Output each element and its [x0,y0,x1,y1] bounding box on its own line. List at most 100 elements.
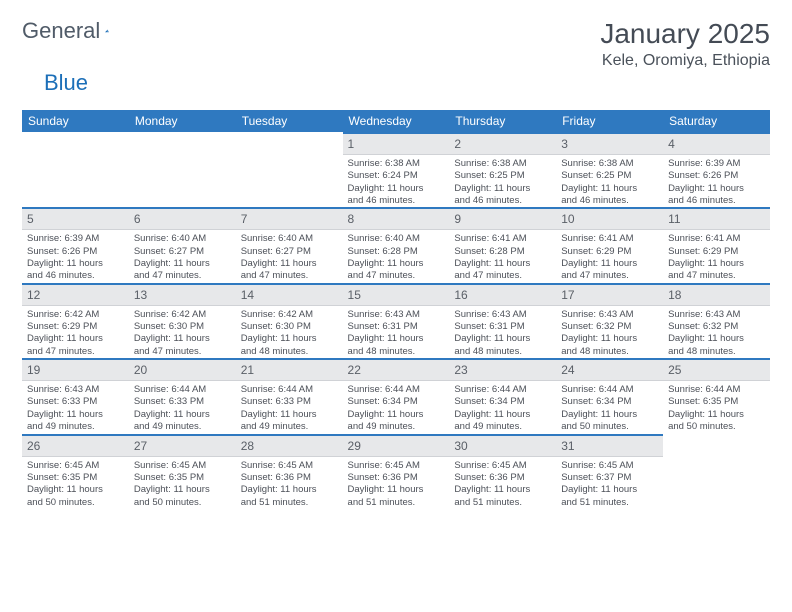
day-number: 7 [236,207,343,230]
day-number: 27 [129,434,236,457]
day-sr: Sunrise: 6:44 AM [241,384,338,396]
day-number: 6 [129,207,236,230]
day-sr: Sunrise: 6:44 AM [561,384,658,396]
day-dl2: and 51 minutes. [561,497,658,509]
day-ss: Sunset: 6:33 PM [134,396,231,408]
day-dl2: and 51 minutes. [454,497,551,509]
calendar-day-cell: 2Sunrise: 6:38 AMSunset: 6:25 PMDaylight… [449,132,556,207]
calendar-day-cell: 29Sunrise: 6:45 AMSunset: 6:36 PMDayligh… [343,434,450,509]
day-number: 12 [22,283,129,306]
day-detail: Sunrise: 6:44 AMSunset: 6:34 PMDaylight:… [556,381,663,433]
calendar-week-row: 1 Sunrise: 6:38 AM Sunset: 6:24 PM Daylight… [22,132,770,207]
day-ss: Sunset: 6:27 PM [241,246,338,258]
day-detail: Sunrise: 6:40 AMSunset: 6:27 PMDaylight:… [236,230,343,282]
logo-text-a: General [22,18,100,44]
day-dl1: Daylight: 11 hours [561,333,658,345]
day-ss: Sunset: 6:32 PM [561,321,658,333]
calendar-day-cell: 18Sunrise: 6:43 AMSunset: 6:32 PMDayligh… [663,283,770,358]
day-sr: Sunrise: 6:44 AM [348,384,445,396]
day-dl1: Daylight: 11 hours [454,183,551,195]
calendar-empty-cell [236,132,343,207]
day-ss: Sunset: 6:37 PM [561,472,658,484]
day-sr: Sunrise: 6:40 AM [134,233,231,245]
day-dl2: and 49 minutes. [454,421,551,433]
weekday-header: Sunday [22,110,129,132]
day-number: 25 [663,358,770,381]
calendar-day-cell: 24Sunrise: 6:44 AMSunset: 6:34 PMDayligh… [556,358,663,433]
title-location: Kele, Oromiya, Ethiopia [600,52,770,70]
day-number: 8 [343,207,450,230]
day-dl2: and 50 minutes. [668,421,765,433]
day-ss: Sunset: 6:32 PM [668,321,765,333]
day-dl1: Daylight: 11 hours [668,183,765,195]
day-dl2: and 49 minutes. [134,421,231,433]
day-dl1: Daylight: 11 hours [454,409,551,421]
calendar-day-cell: 19Sunrise: 6:43 AMSunset: 6:33 PMDayligh… [22,358,129,433]
day-sr: Sunrise: 6:43 AM [561,309,658,321]
day-dl2: and 48 minutes. [561,346,658,358]
calendar-empty-cell [129,132,236,207]
day-number: 22 [343,358,450,381]
day-number: 2 [449,132,556,155]
day-number: 11 [663,207,770,230]
day-number: 30 [449,434,556,457]
day-dl2: and 47 minutes. [134,270,231,282]
day-detail: Sunrise: 6:43 AMSunset: 6:33 PMDaylight:… [22,381,129,433]
calendar-day-cell: 14Sunrise: 6:42 AMSunset: 6:30 PMDayligh… [236,283,343,358]
day-dl1: Daylight: 11 hours [241,258,338,270]
day-number: 23 [449,358,556,381]
calendar-day-cell: 30Sunrise: 6:45 AMSunset: 6:36 PMDayligh… [449,434,556,509]
calendar-day-cell: 9Sunrise: 6:41 AMSunset: 6:28 PMDaylight… [449,207,556,282]
calendar-day-cell: 6Sunrise: 6:40 AMSunset: 6:27 PMDaylight… [129,207,236,282]
day-dl2: and 46 minutes. [454,195,551,207]
day-sr: Sunrise: 6:45 AM [561,460,658,472]
day-number: 1 [343,132,450,155]
calendar-day-cell: 13Sunrise: 6:42 AMSunset: 6:30 PMDayligh… [129,283,236,358]
calendar-day-cell: 12Sunrise: 6:42 AMSunset: 6:29 PMDayligh… [22,283,129,358]
day-ss: Sunset: 6:31 PM [348,321,445,333]
day-sr: Sunrise: 6:43 AM [668,309,765,321]
logo: General [22,18,129,44]
day-dl2: and 50 minutes. [27,497,124,509]
calendar-table: SundayMondayTuesdayWednesdayThursdayFrid… [22,110,770,509]
day-ss: Sunset: 6:25 PM [454,170,551,182]
day-sr: Sunrise: 6:43 AM [348,309,445,321]
day-detail: Sunrise: 6:44 AMSunset: 6:34 PMDaylight:… [449,381,556,433]
day-number: 29 [343,434,450,457]
day-detail: Sunrise: 6:39 AMSunset: 6:26 PMDaylight:… [663,155,770,207]
day-number: 9 [449,207,556,230]
calendar-week-row: 19Sunrise: 6:43 AMSunset: 6:33 PMDayligh… [22,358,770,433]
day-detail: Sunrise: 6:45 AMSunset: 6:36 PMDaylight:… [343,457,450,509]
day-ss: Sunset: 6:34 PM [454,396,551,408]
calendar-day-cell: 11Sunrise: 6:41 AMSunset: 6:29 PMDayligh… [663,207,770,282]
day-detail: Sunrise: 6:43 AMSunset: 6:31 PMDaylight:… [449,306,556,358]
day-dl2: and 50 minutes. [561,421,658,433]
day-dl2: and 49 minutes. [348,421,445,433]
day-number: 3 [556,132,663,155]
calendar-day-cell: 31Sunrise: 6:45 AMSunset: 6:37 PMDayligh… [556,434,663,509]
day-ss: Sunset: 6:24 PM [348,170,445,182]
day-detail: Sunrise: 6:38 AMSunset: 6:25 PMDaylight:… [449,155,556,207]
day-number: 28 [236,434,343,457]
day-detail: Sunrise: 6:44 AMSunset: 6:33 PMDaylight:… [236,381,343,433]
day-dl1: Daylight: 11 hours [134,258,231,270]
day-detail: Sunrise: 6:45 AMSunset: 6:37 PMDaylight:… [556,457,663,509]
day-dl1: Daylight: 11 hours [668,258,765,270]
calendar-day-cell: 17Sunrise: 6:43 AMSunset: 6:32 PMDayligh… [556,283,663,358]
day-sr: Sunrise: 6:40 AM [348,233,445,245]
day-number: 21 [236,358,343,381]
day-detail: Sunrise: 6:42 AMSunset: 6:29 PMDaylight:… [22,306,129,358]
calendar-day-cell: 1Sunrise: 6:38 AMSunset: 6:24 PMDaylight… [343,132,450,207]
day-dl1: Daylight: 11 hours [134,409,231,421]
day-dl1: Daylight: 11 hours [348,333,445,345]
day-dl1: Daylight: 11 hours [668,333,765,345]
day-sr: Sunrise: 6:38 AM [454,158,551,170]
day-sr: Sunrise: 6:45 AM [241,460,338,472]
day-dl1: Daylight: 11 hours [454,333,551,345]
day-dl2: and 51 minutes. [348,497,445,509]
day-ss: Sunset: 6:26 PM [27,246,124,258]
day-dl2: and 47 minutes. [454,270,551,282]
day-ss: Sunset: 6:28 PM [348,246,445,258]
weekday-header: Wednesday [343,110,450,132]
logo-text-b: Blue [44,70,770,96]
